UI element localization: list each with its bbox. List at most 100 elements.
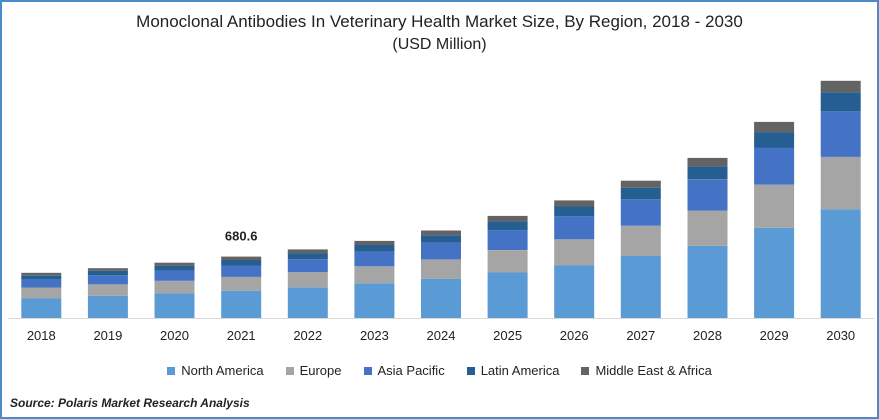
bar-segment bbox=[21, 279, 62, 288]
bar-segment bbox=[421, 259, 461, 279]
bar-segment bbox=[754, 132, 795, 148]
bar-segment bbox=[154, 280, 195, 294]
bar-segment bbox=[554, 265, 595, 318]
bar-segment bbox=[154, 293, 195, 318]
bar-segment bbox=[554, 200, 595, 207]
x-tick-label: 2026 bbox=[560, 328, 589, 343]
legend-item: Europe bbox=[285, 363, 342, 378]
bar-segment bbox=[21, 287, 62, 299]
bar-segment bbox=[554, 206, 595, 217]
bar-segment bbox=[287, 272, 328, 288]
bar-segment bbox=[221, 260, 262, 266]
bar-segment bbox=[754, 184, 795, 228]
bar-segment bbox=[87, 275, 128, 285]
legend-swatch bbox=[285, 366, 294, 375]
bar-segment bbox=[421, 235, 461, 243]
legend-item: North America bbox=[167, 363, 264, 378]
bar-segment bbox=[221, 290, 262, 318]
legend-label: Europe bbox=[299, 363, 342, 378]
bar-segment bbox=[354, 245, 395, 252]
bar-segment bbox=[487, 272, 528, 318]
x-tick-label: 2018 bbox=[27, 328, 56, 343]
bar-segment bbox=[221, 276, 262, 291]
legend-item: Asia Pacific bbox=[363, 363, 445, 378]
bar-segment bbox=[421, 242, 461, 260]
bar-segment bbox=[620, 256, 661, 318]
bar-segment bbox=[421, 230, 461, 236]
x-tick-label: 2028 bbox=[693, 328, 722, 343]
legend: North America Europe Asia Pacific Latin Ame… bbox=[0, 363, 879, 378]
bar-segment bbox=[154, 270, 195, 281]
bar-segment bbox=[21, 275, 62, 280]
bar-segment bbox=[221, 256, 262, 261]
bar-segment bbox=[554, 239, 595, 266]
source-note: Source: Polaris Market Research Analysis bbox=[10, 396, 250, 410]
x-tick-label: 2023 bbox=[360, 328, 389, 343]
bar-segment bbox=[354, 251, 395, 267]
bar-segment bbox=[87, 268, 128, 271]
bar-segment bbox=[687, 179, 728, 211]
bar-segment bbox=[820, 209, 861, 318]
bar-segment bbox=[354, 240, 395, 245]
legend-label: North America bbox=[181, 363, 264, 378]
bar-segment bbox=[287, 259, 328, 272]
chart-title: Monoclonal Antibodies In Veterinary Heal… bbox=[136, 12, 743, 31]
x-tick-label: 2025 bbox=[493, 328, 522, 343]
legend-swatch bbox=[363, 366, 372, 375]
legend-label: Middle East & Africa bbox=[595, 363, 712, 378]
bar-segment bbox=[287, 287, 328, 318]
x-tick-label: 2021 bbox=[227, 328, 256, 343]
bar-segment bbox=[487, 221, 528, 231]
legend-label: Asia Pacific bbox=[377, 363, 445, 378]
bar-segment bbox=[820, 156, 861, 210]
bar-segment bbox=[687, 166, 728, 180]
legend-swatch bbox=[167, 366, 176, 375]
bar-segment bbox=[87, 270, 128, 276]
bar-segment bbox=[620, 225, 661, 256]
legend-item: Latin America bbox=[466, 363, 560, 378]
bar-segment bbox=[820, 80, 861, 93]
bar-segment bbox=[354, 283, 395, 318]
bar-segment bbox=[620, 199, 661, 226]
bar-segment bbox=[820, 92, 861, 112]
legend-swatch bbox=[581, 366, 590, 375]
bar-segment bbox=[487, 230, 528, 250]
bar-segment bbox=[687, 245, 728, 318]
bar-segment bbox=[754, 147, 795, 185]
x-tick-label: 2022 bbox=[293, 328, 322, 343]
x-tick-label: 2024 bbox=[427, 328, 456, 343]
bar-segment bbox=[87, 284, 128, 296]
legend-item: Middle East & Africa bbox=[581, 363, 712, 378]
data-label: 680.6 bbox=[225, 229, 258, 244]
x-tick-label: 2020 bbox=[160, 328, 189, 343]
bar-segment bbox=[554, 216, 595, 240]
bar-segment bbox=[87, 295, 128, 318]
bar-segment bbox=[354, 266, 395, 284]
bar-segment bbox=[820, 111, 861, 157]
x-tick-label: 2030 bbox=[826, 328, 855, 343]
bar-segment bbox=[154, 262, 195, 266]
bar-segment bbox=[687, 210, 728, 246]
bar-segment bbox=[21, 272, 62, 276]
bar-segment bbox=[754, 121, 795, 133]
bar-segment bbox=[154, 265, 195, 271]
bar-segment bbox=[21, 298, 62, 318]
bar-segment bbox=[487, 250, 528, 273]
bar-segment bbox=[421, 278, 461, 318]
bar-segment bbox=[221, 265, 262, 277]
x-tick-label: 2027 bbox=[626, 328, 655, 343]
bar-segment bbox=[620, 180, 661, 188]
x-tick-label: 2019 bbox=[93, 328, 122, 343]
x-tick-label: 2029 bbox=[760, 328, 789, 343]
legend-label: Latin America bbox=[480, 363, 560, 378]
legend-swatch bbox=[466, 366, 475, 375]
chart-subtitle: (USD Million) bbox=[392, 36, 487, 53]
bar-segment bbox=[620, 187, 661, 200]
bar-segment bbox=[754, 227, 795, 318]
bar-segment bbox=[687, 157, 728, 167]
bar-segment bbox=[287, 253, 328, 260]
bar-segment bbox=[487, 215, 528, 222]
bar-segment bbox=[287, 249, 328, 254]
